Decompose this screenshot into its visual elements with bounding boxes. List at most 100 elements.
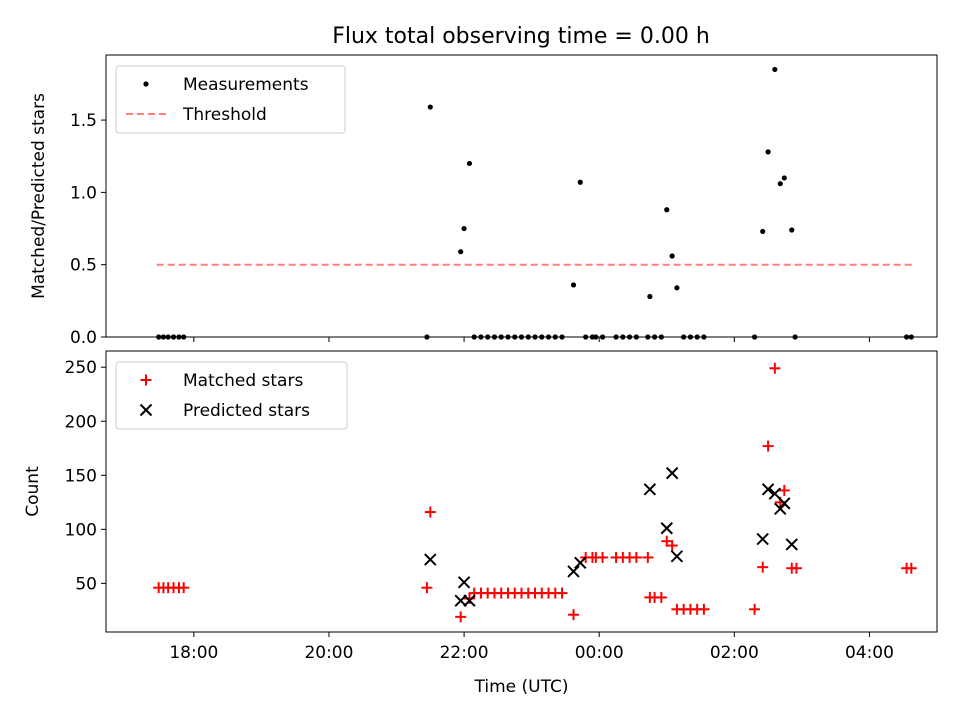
matched-star-point <box>762 440 774 452</box>
matched-star-point <box>630 551 642 563</box>
measurement-point <box>789 227 795 233</box>
predicted-star-point-b <box>643 483 657 496</box>
legend-predicted-marker-b <box>139 403 153 417</box>
legend-predicted-label: Predicted stars <box>183 401 310 421</box>
measurement-point <box>633 334 639 340</box>
measurement-point <box>658 334 664 340</box>
measurement-point <box>427 104 433 110</box>
matched-star-point <box>790 562 802 574</box>
bottom-xtick-label: 22:00 <box>440 643 489 663</box>
measurement-point <box>478 334 484 340</box>
predicted-star-point-b <box>785 538 798 551</box>
measurement-point <box>903 334 910 340</box>
predicted-star-point <box>768 487 782 500</box>
measurement-point <box>170 334 177 340</box>
measurement-point <box>518 334 525 340</box>
predicted-star-point <box>665 466 679 480</box>
predicted-star-point-b <box>670 550 684 563</box>
measurement-point <box>765 149 771 155</box>
measurement-point <box>613 334 619 340</box>
measurement-point <box>491 334 498 340</box>
measurement-point <box>181 334 187 340</box>
top-ytick-label: 0.0 <box>70 328 97 348</box>
measurement-point <box>485 334 491 340</box>
measurement-point <box>781 175 787 181</box>
measurement-point <box>471 334 477 340</box>
predicted-star-point-b <box>574 556 587 570</box>
measurement-point <box>593 334 599 340</box>
measurement-point <box>525 334 531 340</box>
measurement-point <box>577 179 583 185</box>
matched-star-point <box>424 506 436 518</box>
top-panel: 0.0 0.5 1.0 1.5 Matched/Predicted stars Measu… <box>29 54 938 348</box>
predicted-star-point-b <box>454 594 467 607</box>
predicted-star-point <box>785 538 798 551</box>
measurement-point <box>498 334 504 340</box>
bottom-legend-box <box>115 361 348 430</box>
measurement-point <box>760 228 766 235</box>
matched-star-point <box>769 362 781 374</box>
matched-star-point <box>757 561 769 573</box>
predicted-star-point <box>463 594 476 607</box>
bottom-xtick-label: 04:00 <box>845 643 894 663</box>
measurement-point <box>165 334 171 340</box>
measurement-point <box>505 334 511 340</box>
measurement-point <box>701 334 707 340</box>
predicted-star-point-b <box>778 497 791 510</box>
bottom-ytick-label: 250 <box>65 358 97 378</box>
measurement-point <box>599 334 606 340</box>
measurement-point <box>620 334 626 340</box>
legend-matched-marker <box>140 374 152 386</box>
bottom-ytick-label: 50 <box>75 574 97 594</box>
measurement-point <box>583 334 589 340</box>
bottom-panel: 50 100 150 200 250 18:00 20:00 22:00 00:00 02:00 0… <box>23 350 938 697</box>
measurement-point <box>512 334 518 340</box>
predicted-star-point <box>756 532 769 546</box>
matched-star-point <box>178 582 190 594</box>
measurement-point <box>466 160 473 167</box>
predicted-star-point-b <box>567 565 580 578</box>
measurement-point <box>664 207 670 213</box>
top-ytick-label: 0.5 <box>70 256 97 276</box>
predicted-star-point-b <box>665 466 679 480</box>
predicted-star-point <box>567 565 580 578</box>
measurement-point <box>687 334 694 340</box>
measurement-point <box>694 334 700 340</box>
measurement-point <box>674 285 680 291</box>
matched-star-point <box>463 592 475 604</box>
predicted-star-point-b <box>660 522 673 535</box>
predicted-star-point <box>778 497 791 510</box>
matched-star-point <box>642 551 654 563</box>
bottom-y-axis-label: Count <box>23 466 43 517</box>
matched-star-point <box>455 611 467 623</box>
predicted-star-point-b <box>768 487 782 500</box>
top-y-axis-label: Matched/Predicted stars <box>29 93 49 299</box>
legend-measurements-label: Measurements <box>183 75 309 95</box>
measurement-point <box>669 253 675 259</box>
predicted-star-point <box>670 550 684 563</box>
measurement-point <box>645 334 651 340</box>
matched-star-point <box>698 603 710 615</box>
matched-star-point <box>905 562 917 574</box>
predicted-star-point-b <box>457 576 471 589</box>
measurement-point <box>461 225 467 232</box>
measurement-point <box>458 249 464 255</box>
matched-star-point <box>778 484 790 496</box>
measurement-point <box>651 334 658 340</box>
predicted-star-point-b <box>424 553 437 566</box>
matched-star-point <box>749 603 761 615</box>
matched-star-point <box>421 582 433 594</box>
measurement-point <box>424 334 430 340</box>
measurement-point <box>559 334 565 340</box>
measurement-point <box>160 334 167 340</box>
matched-star-point <box>666 540 678 552</box>
measurement-point <box>647 293 653 300</box>
x-axis-label: Time (UTC) <box>474 677 569 697</box>
bottom-xtick-label: 20:00 <box>304 643 353 663</box>
top-ytick-label: 1.5 <box>70 111 97 131</box>
measurement-point <box>176 334 182 340</box>
matched-star-point <box>556 587 568 599</box>
top-ytick-label: 1.0 <box>70 183 97 203</box>
measurement-point <box>751 334 758 340</box>
